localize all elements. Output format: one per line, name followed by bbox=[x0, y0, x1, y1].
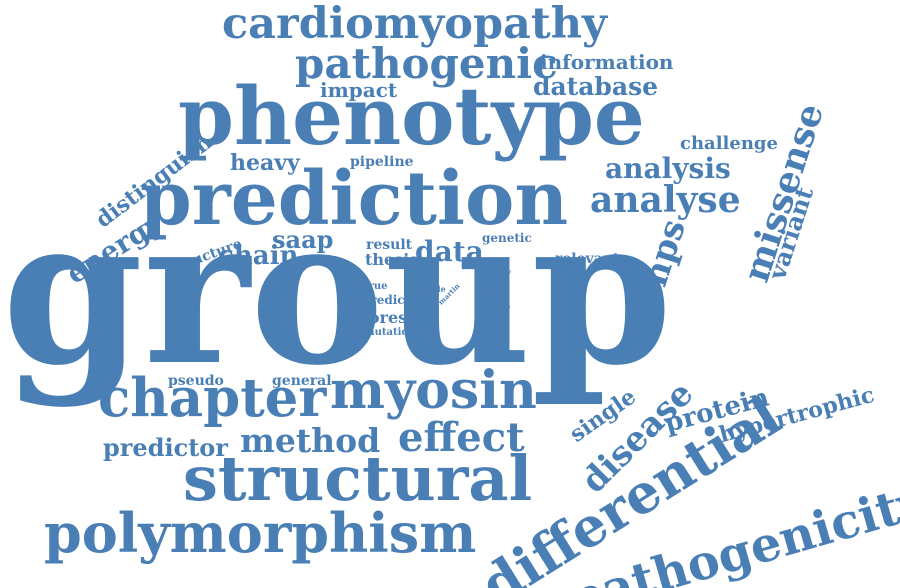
word-heavy: heavy bbox=[230, 150, 300, 176]
word-prediction: prediction bbox=[140, 156, 569, 242]
word-true: role bbox=[428, 284, 446, 294]
word-relevant: relevant bbox=[555, 251, 620, 267]
word-genetic: genetic bbox=[482, 231, 532, 245]
word-result: result bbox=[366, 237, 413, 253]
word-predictor: predictor bbox=[103, 433, 228, 462]
word-impact: impact bbox=[320, 78, 398, 102]
word-forest: mutation bbox=[364, 327, 416, 338]
word-saap: saap bbox=[272, 225, 334, 254]
word-pipeline: pipeline bbox=[350, 154, 414, 170]
word-general: general bbox=[272, 373, 332, 389]
word-effect: effect bbox=[398, 414, 525, 461]
word-group: true bbox=[364, 281, 388, 292]
word-pseudo: pseudo bbox=[168, 373, 224, 389]
word-myosin: myosin bbox=[330, 360, 537, 421]
word-work: forest bbox=[362, 308, 415, 327]
word-data: data bbox=[415, 235, 484, 268]
word-thesis: thesis bbox=[365, 250, 419, 269]
word-gene: predict bbox=[362, 293, 411, 307]
word-cardiomyopathy: cardiomyopathy bbox=[222, 0, 607, 49]
word-challenge: challenge bbox=[680, 133, 778, 154]
word-analysis: analysis bbox=[605, 152, 731, 185]
word-phenotype: phenotype bbox=[178, 69, 645, 163]
word-method: method bbox=[240, 421, 381, 460]
word-database: database bbox=[533, 72, 659, 101]
word-information: information bbox=[540, 50, 674, 74]
word-structural: structural bbox=[183, 442, 533, 515]
word-analyse: analyse bbox=[590, 179, 741, 221]
word-polymorphism: polymorphism bbox=[44, 501, 477, 565]
word-mutation: group bbox=[2, 172, 673, 410]
word-pathogenic: pathogenic bbox=[295, 39, 558, 88]
word-chain: chain bbox=[218, 241, 299, 271]
word-chapter: chapter bbox=[98, 367, 327, 429]
